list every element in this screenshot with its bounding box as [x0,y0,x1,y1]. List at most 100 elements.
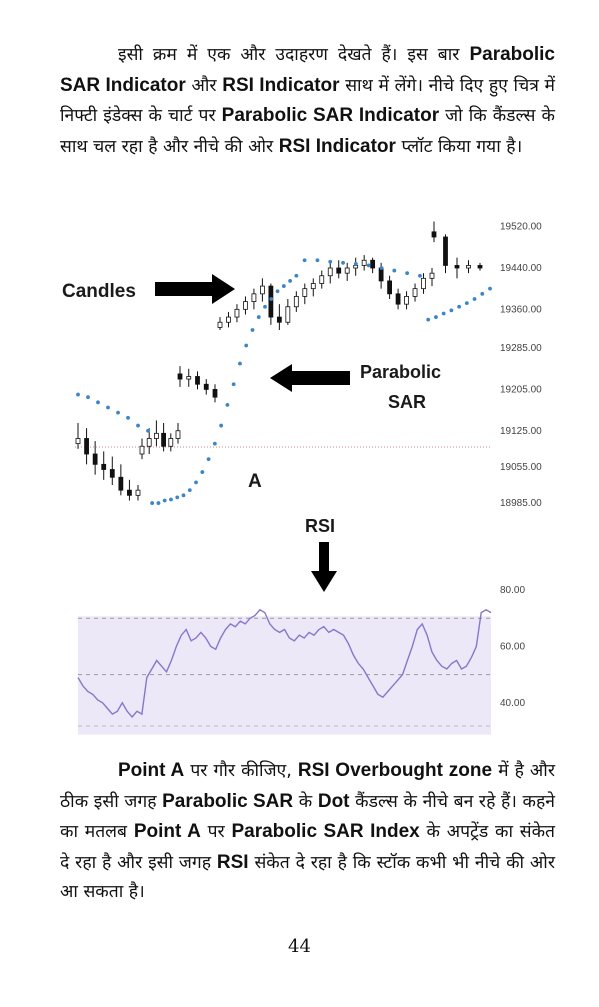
candle-body [276,316,282,323]
paragraph2-run: संकेत दे रहा है कि स्टॉक कभी भी नीचे की … [60,852,555,903]
point-a-label: A [248,471,262,492]
candle-body [293,296,299,308]
sar-dot [86,395,90,400]
sar-dot [405,271,410,276]
sar-dot [187,488,192,493]
candles-label: Candles [62,281,136,302]
sar-dot [219,423,224,428]
sar-dot [194,480,198,485]
candle-body [127,489,132,496]
sar-dot [250,328,255,332]
explanation-paragraph: Point A पर गौर कीजिए, RSI Overbought zon… [60,756,555,908]
candle-body [203,383,209,390]
paragraph2-run: Point A [133,821,201,842]
candle-body [454,265,460,269]
nifty-chart-figure: 19520.00 19440.00 19360.00 19285.00 19205.00… [62,221,542,735]
sar-dot [341,260,345,265]
sar-label-line2: SAR [388,392,426,412]
rsi-annotation: RSI [305,516,337,592]
sar-dot [449,308,454,313]
price-tick-label: 19440.00 [500,263,542,274]
sar-dot [434,315,438,319]
paragraph1-run: और [185,75,223,96]
candle-body [353,265,359,269]
paragraph2-run: RSI Overbought zone [297,760,493,781]
candle-body [285,306,291,323]
rsi-band [78,616,491,735]
paragraph1-run: प्लॉट किया गया है। [395,136,523,157]
intro-paragraph-text: इसी क्रम में एक और उदाहरण देखते हैं। इस … [60,44,555,157]
sar-dot [136,423,140,428]
paragraph1-run: RSI Indicator [222,74,340,96]
sar-dot [150,501,155,505]
down-arrow-icon [311,542,337,592]
candle-body [139,445,145,455]
candle-body [175,430,181,439]
candle-body [226,316,231,323]
paragraph2-run: Parabolic SAR Index [231,821,420,842]
rsi-label: RSI [305,516,335,536]
paragraph2-run: Point A [118,760,185,781]
explanation-paragraph-text: Point A पर गौर कीजिए, RSI Overbought zon… [60,760,555,903]
price-tick-label: 19055.00 [500,462,542,473]
paragraph1-run: Parabolic SAR Indicator [221,105,440,126]
sar-dot [162,498,167,503]
right-arrow-icon [155,274,235,304]
sar-dot [244,343,249,348]
paragraph1-run: जो कि कैंडल्स के साथ चल रहा है और नीचे क… [60,106,555,157]
paragraph2-run: पर गौर कीजिए, [184,761,298,781]
left-arrow-icon [270,364,350,392]
candle-body [421,277,426,290]
sar-dot [256,315,261,319]
candle-body [344,267,350,274]
candle-body [161,432,166,447]
sar-dot [175,495,180,500]
candle-body [101,463,107,470]
candle-body [234,308,240,318]
candle-body [135,489,141,496]
candle-body [195,376,200,385]
sar-dot [212,441,217,446]
candle-body [243,301,248,310]
price-panel: 19520.00 19440.00 19360.00 19285.00 19205.00… [75,221,542,509]
paragraph2-run: Dot [317,790,350,812]
sar-dot [281,284,286,288]
rsi-panel: 80.00 60.00 40.00 [77,585,525,735]
candle-body [302,288,308,297]
candles-layer [75,221,483,501]
price-tick-label: 19205.00 [500,384,542,395]
candle-body [443,236,448,266]
sar-dot [288,279,292,283]
sar-dots-layer [76,258,492,505]
paragraph2-run: के अपट्रेंड का संकेत दे रहा है और इसी जग… [60,822,555,873]
candle-body [310,283,316,290]
sar-dot [231,382,236,387]
sar-dot [181,493,186,498]
sar-dot [225,403,230,407]
candle-body [466,265,471,269]
candle-body [319,275,325,284]
candle-body [75,438,81,445]
rsi-tick-label: 60.00 [500,641,525,652]
sar-annotation: Parabolic SAR [270,362,441,412]
sar-dot [328,259,333,264]
sar-dot [169,497,173,502]
paragraph2-run: में है और ठीक इसी जगह [60,761,555,812]
sar-dot [200,470,205,474]
sar-dot [269,297,274,301]
candle-body [186,376,192,380]
price-tick-label: 18985.00 [500,498,542,509]
sar-dot [146,428,150,433]
candle-body [361,259,367,266]
sar-dot [392,268,397,273]
sar-dot [96,400,100,405]
candle-body [146,438,152,447]
rsi-tick-label: 40.00 [500,698,525,709]
candle-body [412,288,418,297]
sar-dot [315,258,320,263]
sar-dot [116,410,120,415]
sar-dot [106,405,110,410]
sar-dot [206,457,211,462]
candle-body [109,469,115,478]
paragraph2-run: Parabolic SAR [162,790,294,812]
